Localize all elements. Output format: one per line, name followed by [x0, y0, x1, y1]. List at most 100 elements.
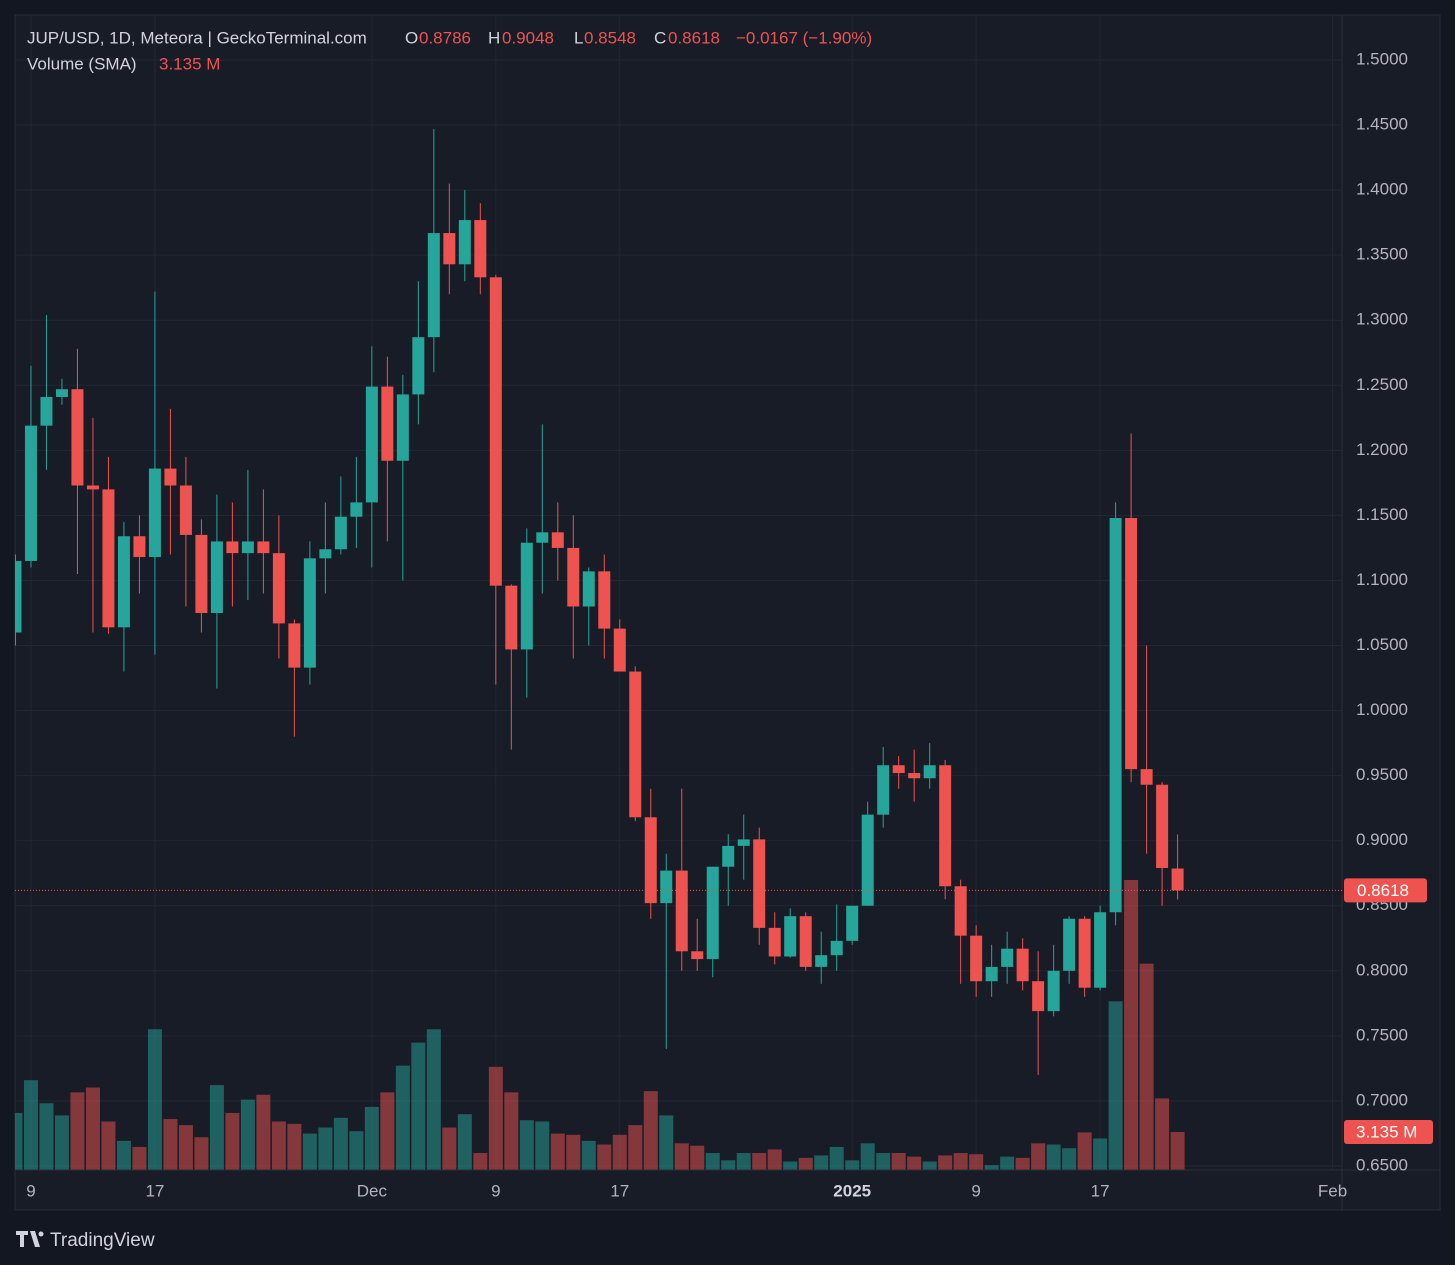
volume-bar — [845, 1160, 860, 1170]
ohlc-close: 0.8618 — [668, 28, 720, 47]
x-tick-label: 17 — [610, 1181, 629, 1200]
y-tick-label: 0.9000 — [1356, 830, 1408, 849]
volume-bar — [519, 1120, 534, 1170]
volume-bar — [659, 1115, 674, 1170]
candle-body — [1109, 518, 1122, 913]
volume-bar — [70, 1092, 85, 1170]
volume-bar — [938, 1155, 953, 1170]
ohlc-low: 0.8548 — [584, 28, 636, 47]
y-tick-label: 0.7500 — [1356, 1025, 1408, 1044]
y-tick-label: 0.8000 — [1356, 960, 1408, 979]
volume-bar — [473, 1153, 488, 1170]
candle-body — [102, 489, 115, 628]
volume-bar — [953, 1153, 968, 1170]
volume-bar — [116, 1140, 131, 1170]
volume-bar — [1000, 1156, 1015, 1170]
volume-bar — [1170, 1131, 1185, 1170]
candle-body — [288, 623, 301, 668]
candle-body — [830, 940, 843, 956]
volume-bar — [15, 1112, 23, 1170]
candle-body — [40, 397, 53, 426]
volume-pane — [15, 880, 1185, 1170]
candle-body — [582, 571, 595, 607]
volume-bar — [581, 1140, 596, 1170]
candle-body — [241, 541, 254, 554]
volume-bar — [488, 1066, 503, 1170]
volume-bar — [1046, 1144, 1061, 1170]
candles — [15, 128, 1184, 1075]
candle-body — [257, 541, 270, 554]
candle-body — [954, 886, 967, 936]
candle-body — [1032, 981, 1045, 1012]
candle-body — [474, 220, 487, 278]
volume-bar — [1155, 1098, 1170, 1170]
volume-bar — [442, 1127, 457, 1170]
y-tick-label: 0.9500 — [1356, 765, 1408, 784]
candle-body — [148, 468, 161, 558]
volume-bar — [54, 1115, 69, 1170]
y-tick-label: 1.4500 — [1356, 115, 1408, 134]
ohlc-l: L — [574, 28, 583, 47]
volume-bar — [271, 1121, 286, 1170]
candle-body — [458, 220, 471, 265]
volume-bar — [349, 1131, 364, 1170]
y-tick-label: 1.5000 — [1356, 50, 1408, 69]
candle-body — [908, 773, 921, 779]
candle-body — [1171, 868, 1184, 891]
volume-bar — [333, 1117, 348, 1170]
candle-body — [613, 628, 626, 672]
candle-body — [179, 485, 192, 535]
candle-body — [706, 866, 719, 960]
candle-body — [24, 425, 37, 561]
y-tick-label: 1.0000 — [1356, 700, 1408, 719]
y-tick-label: 1.1000 — [1356, 570, 1408, 589]
last-price-badge — [1344, 878, 1427, 903]
ohlc-h: H — [488, 28, 500, 47]
volume-bar — [612, 1134, 627, 1170]
volume-bar — [209, 1085, 224, 1170]
volume-bar — [287, 1123, 302, 1170]
volume-bar — [752, 1153, 767, 1170]
candle-body — [350, 502, 363, 517]
candle-body — [55, 389, 68, 398]
candle-body — [210, 541, 223, 613]
volume-bar — [101, 1121, 116, 1170]
candle-body — [164, 468, 177, 486]
volume-bar — [690, 1145, 705, 1170]
volume-badge — [1344, 1119, 1433, 1144]
candle-body — [1047, 970, 1060, 1012]
y-tick-label: 1.0500 — [1356, 635, 1408, 654]
x-tick-label: Feb — [1318, 1181, 1347, 1200]
y-tick-label: 1.3500 — [1356, 245, 1408, 264]
volume-bar — [721, 1160, 736, 1170]
volume-bar — [597, 1144, 612, 1170]
y-tick-label: 1.4000 — [1356, 180, 1408, 199]
candle-body — [133, 536, 146, 558]
volume-bar — [225, 1112, 240, 1170]
candle-body — [505, 585, 518, 650]
candle-body — [567, 547, 580, 607]
brand-logo — [16, 1231, 40, 1247]
volume-bar — [426, 1029, 441, 1170]
volume-bar — [1031, 1143, 1046, 1170]
candle-body — [722, 845, 735, 867]
candle-body — [939, 765, 952, 887]
y-tick-label: 0.6500 — [1356, 1155, 1408, 1174]
candle-body — [319, 549, 332, 559]
candle-body — [675, 870, 688, 952]
candle-body — [15, 560, 22, 633]
volume-name: Volume (SMA) — [27, 54, 137, 73]
candle-body — [1094, 912, 1107, 988]
volume-bar — [1093, 1138, 1108, 1170]
ohlc-open: 0.8786 — [419, 28, 471, 47]
candle-body — [768, 927, 781, 957]
volume-bar — [1108, 1001, 1123, 1170]
volume-bar — [736, 1153, 751, 1170]
candle-body — [303, 558, 316, 668]
volume-bar — [969, 1154, 984, 1170]
volume-bar — [380, 1092, 395, 1170]
x-tick-label: 9 — [26, 1181, 35, 1200]
volume-bar — [783, 1161, 798, 1170]
